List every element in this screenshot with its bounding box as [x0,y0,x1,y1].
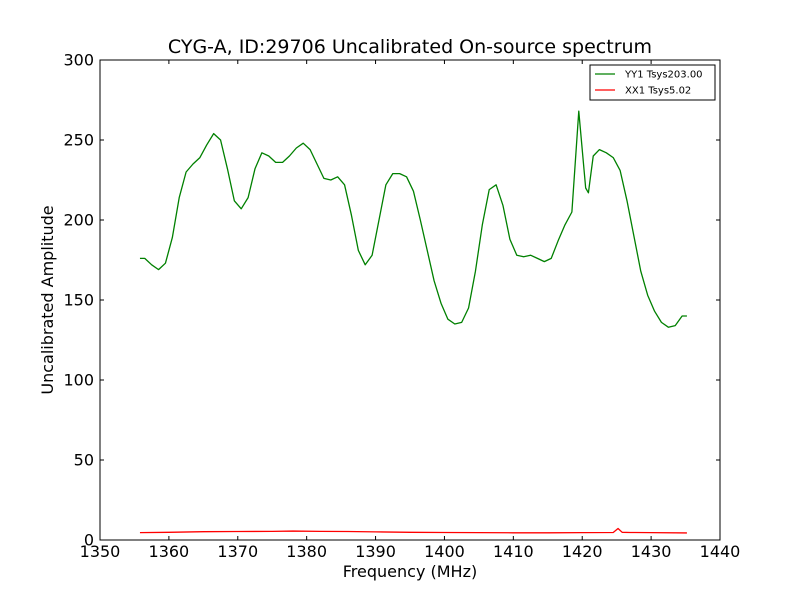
y-axis-label: Uncalibrated Amplitude [38,205,57,394]
plot-area [100,60,720,540]
x-tick-label: 1400 [424,542,465,561]
x-axis-label: Frequency (MHz) [343,562,477,581]
x-tick-label: 1410 [493,542,534,561]
x-tick-label: 1360 [149,542,190,561]
ticks-layer: 1350 1360 1370 1380 1390 1400 1410 1420 1430 1440… [63,51,740,562]
x-tick-label: 1370 [217,542,258,561]
legend: YY1 Tsys203.00 XX1 Tsys5.02 [589,64,716,101]
x-tick-label: 1430 [631,542,672,561]
x-tick-label: 1350 [80,542,121,561]
y-tick-label: 250 [63,131,94,150]
chart-title: CYG-A, ID:29706 Uncalibrated On-source s… [168,36,652,58]
y-tick-label: 300 [63,51,94,70]
y-tick-label: 150 [63,291,94,310]
x-tick-label: 1440 [700,542,741,561]
legend-label-yy1: YY1 Tsys203.00 [624,70,703,81]
series-line-yy1 [139,110,687,328]
plot-frame [99,59,721,541]
y-tick-label: 0 [84,531,94,550]
x-tick-label: 1420 [562,542,603,561]
series-layer [139,110,687,534]
legend-box [589,64,716,101]
legend-label-xx1: XX1 Tsys5.02 [625,86,691,97]
y-tick-label: 50 [74,451,94,470]
y-tick-label: 200 [63,211,94,230]
x-tick-label: 1390 [355,542,396,561]
x-tick-label: 1380 [286,542,327,561]
series-line-xx1 [139,527,687,534]
y-tick-label: 100 [63,371,94,390]
